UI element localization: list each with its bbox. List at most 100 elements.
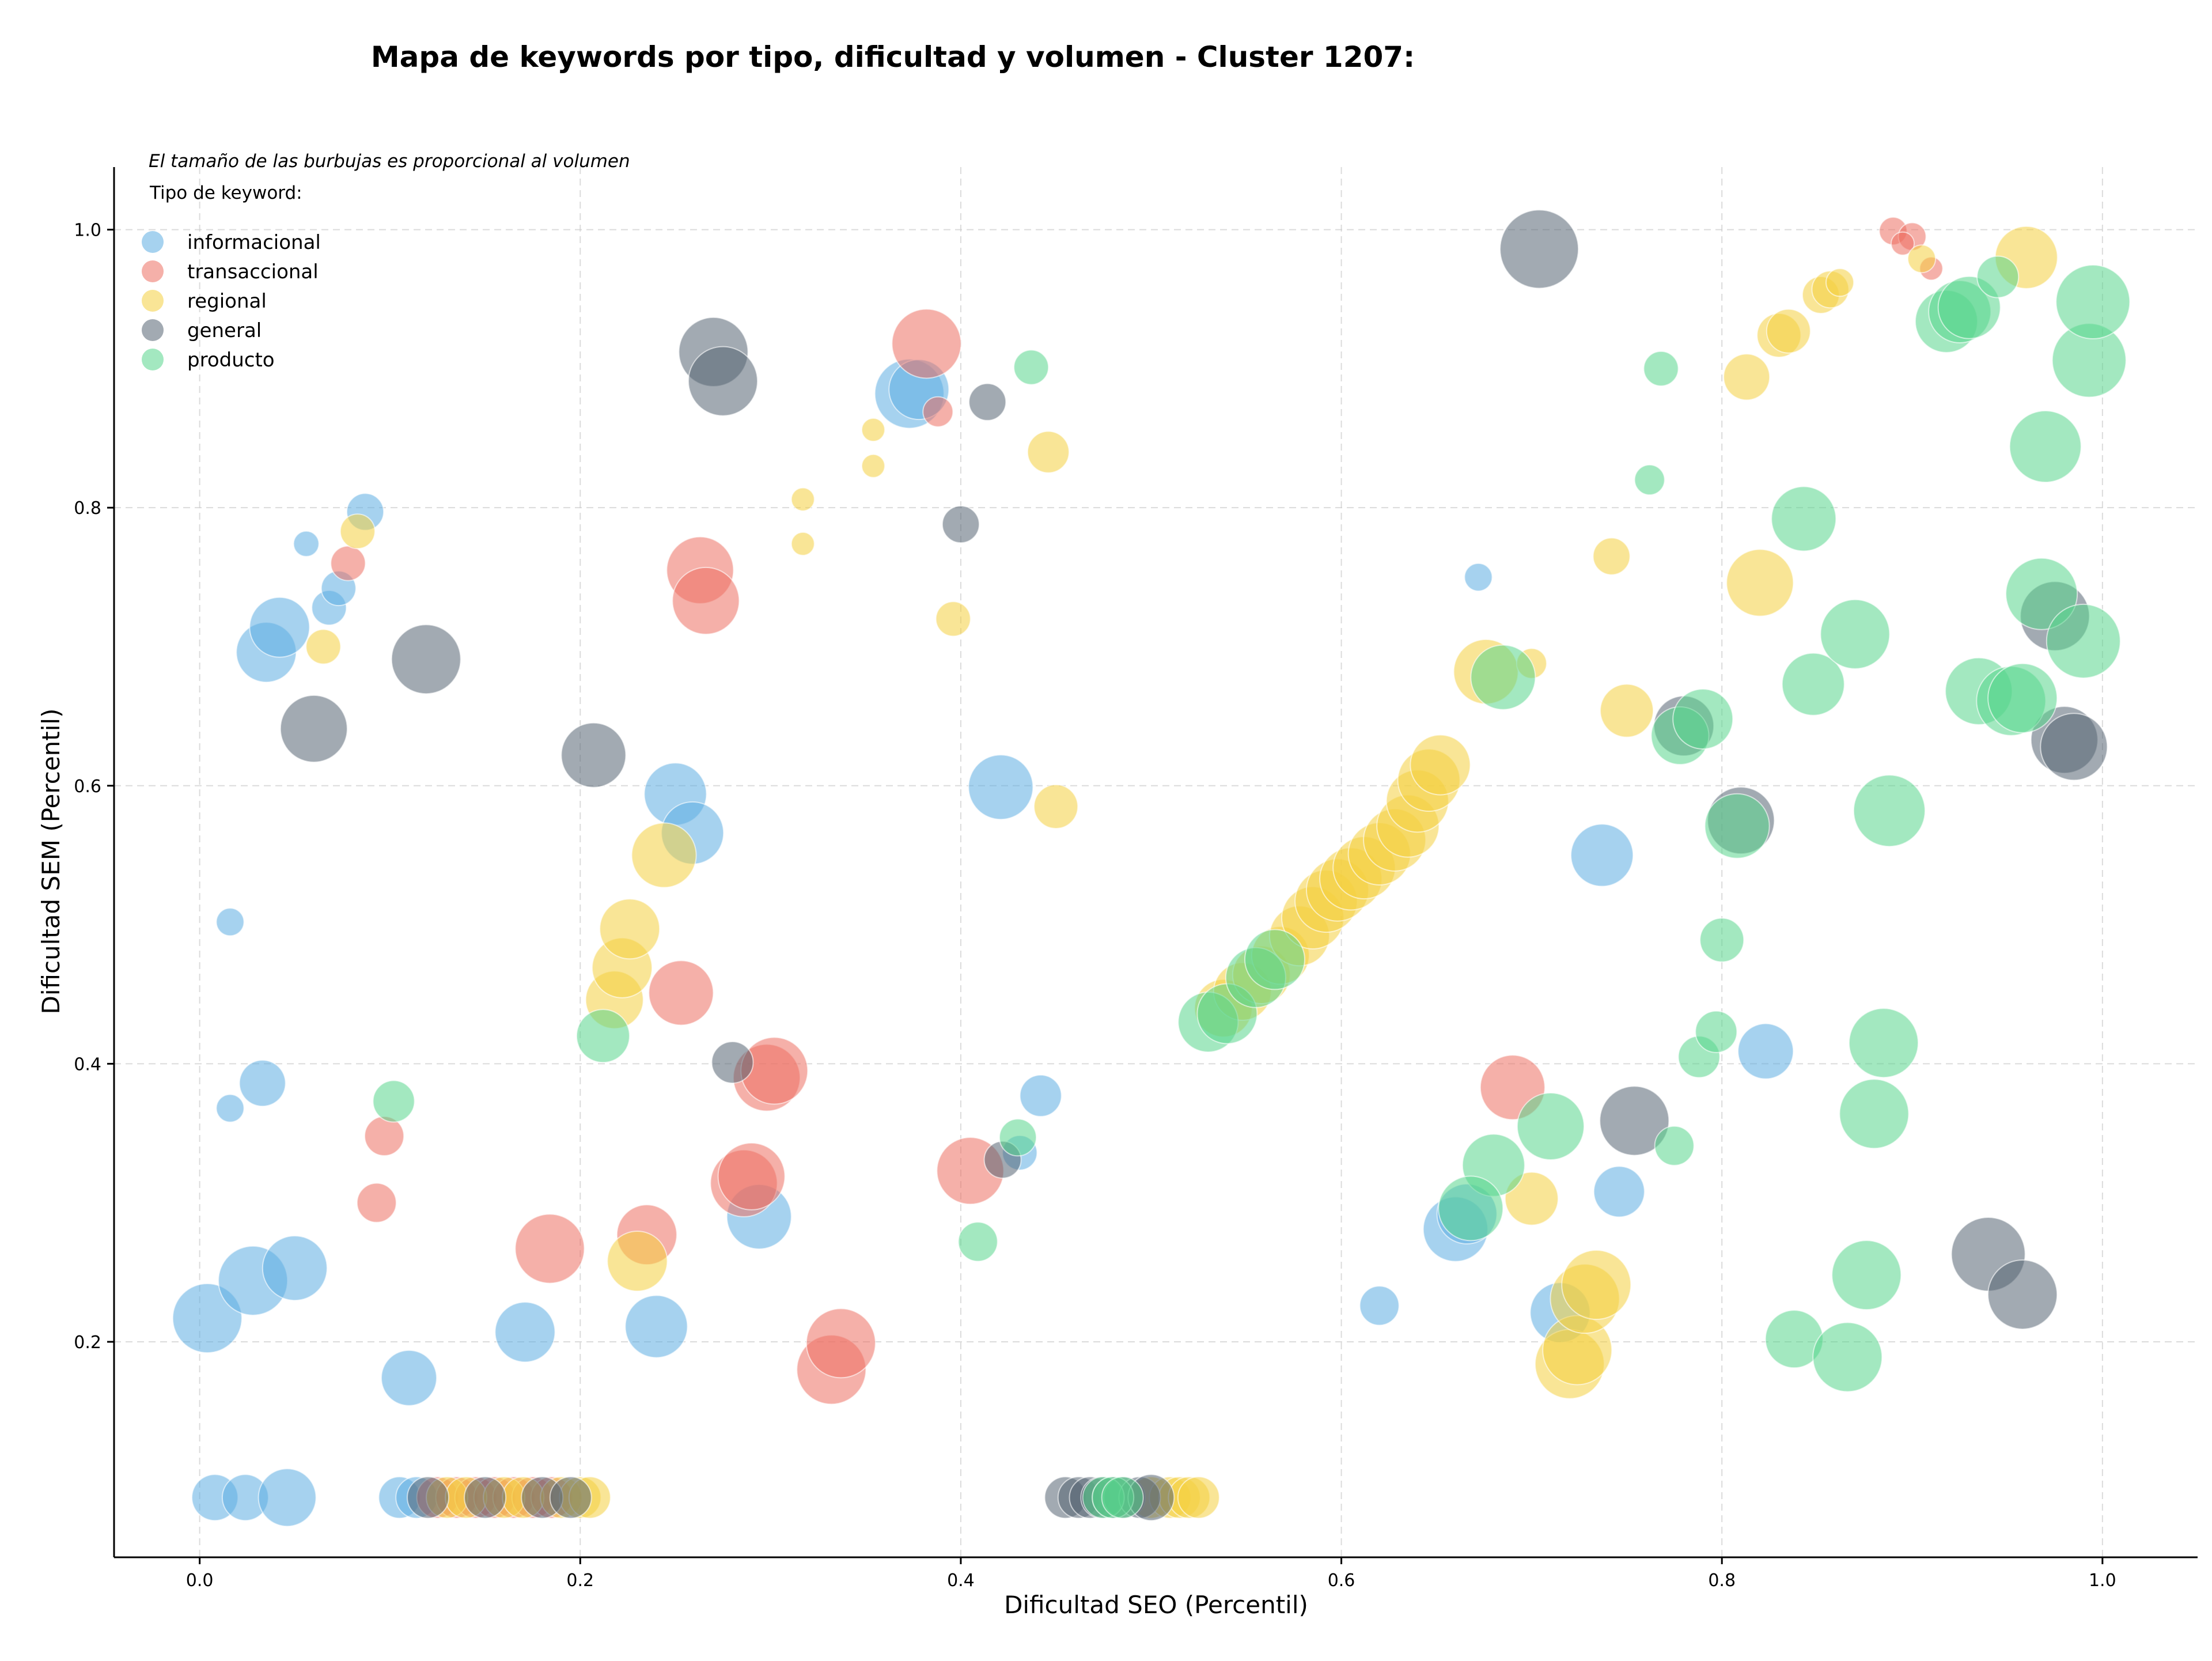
legend-label-general: general [187,319,262,342]
x-tick-label-4: 0.8 [1708,1571,1736,1591]
bubble-regional-1 [305,629,342,665]
bubble-producto-12 [1516,1092,1585,1160]
bubble-informacional-6 [215,1094,245,1123]
legend-marker-producto [142,349,164,370]
x-tick-label-3: 0.6 [1328,1571,1355,1591]
y-tick-label-0: 0.2 [74,1333,101,1353]
bubble-regional-36 [1561,1250,1632,1321]
x-tick-label-2: 0.4 [947,1571,975,1591]
bubble-informacional-14 [624,1295,688,1359]
bubble-producto-19 [1695,1010,1738,1053]
bubble-producto-25 [1812,1322,1883,1393]
bubble-informacional-4 [249,596,310,658]
bubble-regional-39 [1723,353,1771,401]
bubble-transaccional-0 [330,545,366,581]
y-tick-label-4: 1.0 [74,221,101,241]
grid [114,167,2198,1557]
bubble-regional-40 [1726,548,1794,617]
legend-item-transaccional: transaccional [142,260,319,283]
bubble-producto-30 [1853,774,1926,847]
bubble-transaccional-3 [514,1213,585,1284]
bubble-general-17 [2040,713,2108,781]
bubble-layer [172,209,2131,1527]
bubble-informacional-2 [262,1235,328,1301]
bubble-producto-0 [372,1080,415,1123]
legend-marker-regional [142,290,164,312]
bubble-general-10 [1599,1085,1670,1156]
bubble-producto-39 [2005,557,2078,630]
bubble-producto-1 [575,1009,630,1064]
bubble-producto-27 [1831,1240,1902,1311]
x-tick-label-5: 1.0 [2089,1571,2116,1591]
bubble-general-6 [941,505,980,544]
bubble-general-7 [968,383,1007,421]
bubble-regional-13 [1033,784,1079,829]
y-axis-label: Dificultad SEM (Percentil) [37,709,65,1015]
bubble-informacional-28 [1570,823,1634,887]
bubble-general-14 [1987,1259,2058,1330]
bubble-transaccional-7 [672,566,740,635]
series-informacional [172,358,1794,1527]
bubble-producto-35 [1976,255,2020,298]
legend: informacional transaccional regional genera… [142,231,321,372]
y-tick-label-3: 0.8 [74,498,101,519]
bubble-regional-29 [1410,734,1471,796]
bubble-informacional-23 [1359,1285,1400,1326]
bubble-regional-59 [1177,1476,1220,1519]
bubble-producto-14 [1643,350,1679,387]
legend-marker-general [142,319,164,341]
legend-marker-transaccional [142,260,164,282]
bubble-producto-11 [1438,1175,1504,1242]
bubble-producto-21 [1704,793,1770,859]
bubble-general-18 [407,1476,450,1519]
bubble-regional-8 [790,531,815,556]
bubble-regional-37 [1592,537,1631,576]
bubble-regional-6 [631,822,697,888]
bubble-general-1 [391,624,461,695]
bubble-producto-45 [1101,1476,1144,1519]
bubble-informacional-33 [257,1468,317,1527]
bubble-producto-23 [1771,486,1837,552]
bubble-transaccional-2 [356,1182,397,1223]
bubble-producto-3 [999,1118,1037,1157]
bubble-regional-5 [607,1231,668,1292]
bubble-regional-12 [1027,430,1070,474]
bubble-general-0 [279,694,348,763]
legend-title: Tipo de keyword: [149,183,302,203]
bubble-general-21 [549,1476,592,1519]
bubble-regional-46 [1907,244,1937,274]
bubble-producto-8 [1244,929,1305,990]
bubble-regional-11 [935,601,971,637]
series-producto [372,255,2131,1519]
bubble-producto-13 [1634,464,1665,495]
bubble-regional-0 [339,513,376,550]
y-tick-label-2: 0.6 [74,777,101,797]
legend-item-informacional: informacional [142,231,321,254]
bubble-producto-15 [1654,1125,1695,1166]
bubble-transaccional-20 [1891,231,1915,256]
bubble-informacional-29 [1593,1166,1645,1218]
x-tick-label-1: 0.2 [566,1571,594,1591]
bubble-regional-38 [1600,683,1654,738]
bubble-producto-28 [1839,1079,1910,1149]
bubble-transaccional-5 [648,960,714,1026]
axes: 0.0 0.2 0.4 0.6 0.8 1.0 0.2 0.4 0.6 0.8 1.0 [74,167,2198,1591]
chart-title: Mapa de keywords por tipo, dificultad y … [371,40,1415,74]
bubble-informacional-12 [380,1349,437,1406]
legend-label-producto: producto [187,349,275,372]
bubble-producto-42 [2046,603,2121,679]
bubble-producto-9 [1470,644,1536,710]
bubble-regional-7 [790,487,815,512]
x-tick-label-0: 0.0 [186,1571,214,1591]
bubble-producto-2 [957,1221,998,1262]
bubble-transaccional-9 [717,1142,786,1210]
bubble-general-2 [560,722,627,788]
legend-item-producto: producto [142,349,275,372]
bubble-transaccional-1 [364,1115,405,1156]
legend-item-general: general [142,319,262,342]
bubble-general-5 [711,1041,754,1084]
bubble-producto-17 [1672,688,1734,750]
bubble-informacional-22 [1019,1074,1062,1117]
bubble-producto-4 [1013,349,1050,385]
